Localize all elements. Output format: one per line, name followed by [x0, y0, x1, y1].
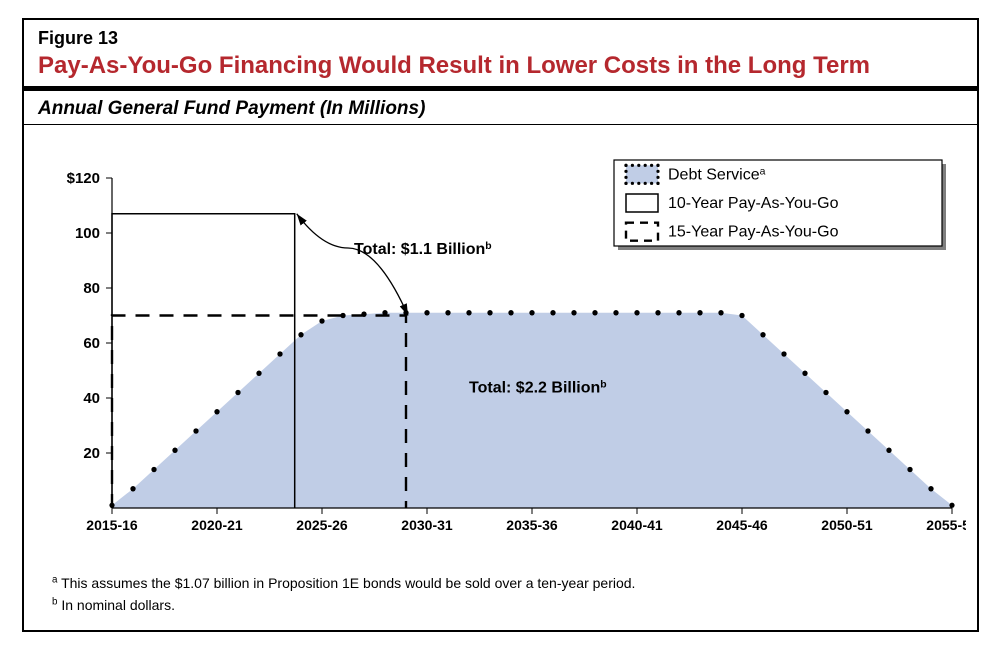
- footnote-a: a This assumes the $1.07 billion in Prop…: [52, 572, 635, 594]
- y-tick-label: 40: [83, 390, 100, 407]
- legend-label: 15-Year Pay-As-You-Go: [668, 224, 839, 241]
- x-tick-label: 2040-41: [611, 517, 663, 533]
- y-tick-label: 80: [83, 280, 100, 297]
- callout-arrow: [348, 248, 408, 316]
- footnotes: a This assumes the $1.07 billion in Prop…: [52, 572, 635, 617]
- heavy-rule: [24, 86, 977, 91]
- legend-label: Debt Servicea: [668, 166, 766, 184]
- figure-title: Pay-As-You-Go Financing Would Result in …: [38, 52, 870, 80]
- x-tick-label: 2050-51: [821, 517, 873, 533]
- figure-number: Figure 13: [38, 28, 118, 49]
- x-tick-label: 2020-21: [191, 517, 243, 533]
- figure-frame: Figure 13 Pay-As-You-Go Financing Would …: [22, 18, 979, 632]
- chart-svg: 20 40 60 80 100 $120 2015-16 2020-21 2025-26 2030…: [38, 140, 966, 560]
- paygo-total-label: Total: $1.1 Billionb: [354, 241, 492, 259]
- x-tick-label: 2015-16: [86, 517, 138, 533]
- x-tick-label: 2045-46: [716, 517, 768, 533]
- y-tick-label: 20: [83, 445, 100, 462]
- y-tick-label: 100: [75, 225, 100, 242]
- x-tick-label: 2055-56: [926, 517, 966, 533]
- footnote-b: b In nominal dollars.: [52, 594, 635, 616]
- x-tick-label: 2030-31: [401, 517, 453, 533]
- callout-arrow: [297, 214, 348, 248]
- y-tick-label: 60: [83, 335, 100, 352]
- debt-service-area: [112, 313, 952, 508]
- thin-rule: [24, 124, 977, 125]
- x-tick-label: 2025-26: [296, 517, 348, 533]
- debt-service-total-label: Total: $2.2 Billionb: [469, 379, 607, 397]
- legend-label: 10-Year Pay-As-You-Go: [668, 195, 839, 212]
- chart: 20 40 60 80 100 $120 2015-16 2020-21 2025-26 2030…: [38, 140, 966, 560]
- figure-subtitle: Annual General Fund Payment (In Millions…: [38, 98, 425, 120]
- y-tick-label: $120: [67, 170, 100, 187]
- x-tick-label: 2035-36: [506, 517, 558, 533]
